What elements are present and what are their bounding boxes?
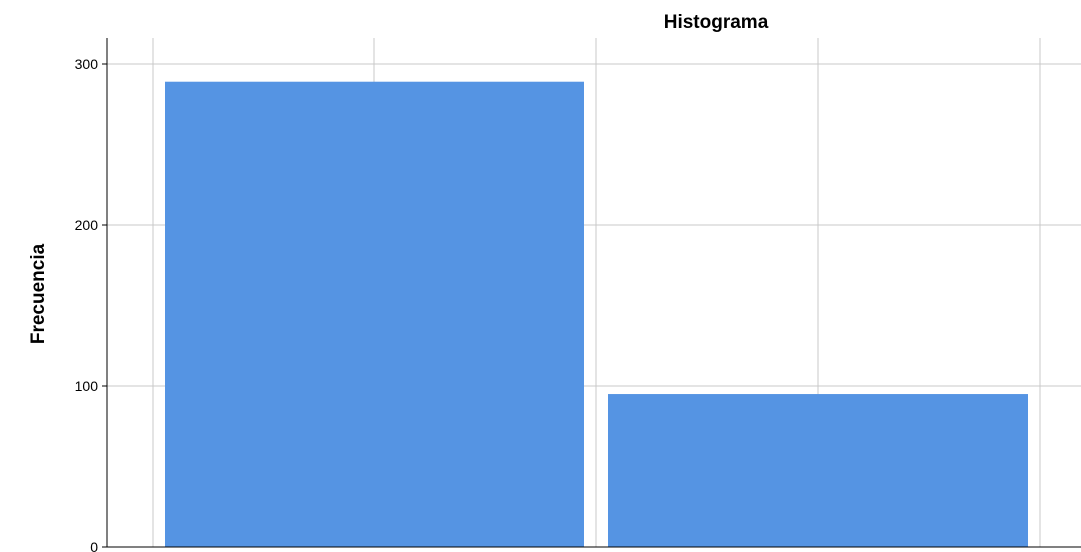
y-axis-label: Frecuencia (28, 243, 49, 344)
histogram-bar (165, 82, 584, 547)
y-tick-label: 200 (75, 217, 99, 233)
histogram-bar (608, 394, 1028, 547)
tick-labels: 0 100 200 300 (75, 56, 99, 552)
y-tick-label: 300 (75, 56, 99, 72)
chart-title: Histograma (664, 12, 769, 33)
y-tick-label: 0 (90, 539, 98, 552)
y-tick-label: 100 (75, 378, 99, 394)
